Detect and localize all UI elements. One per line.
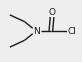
Text: Cl: Cl [67,26,76,36]
Text: O: O [49,8,56,17]
Text: N: N [33,26,39,36]
